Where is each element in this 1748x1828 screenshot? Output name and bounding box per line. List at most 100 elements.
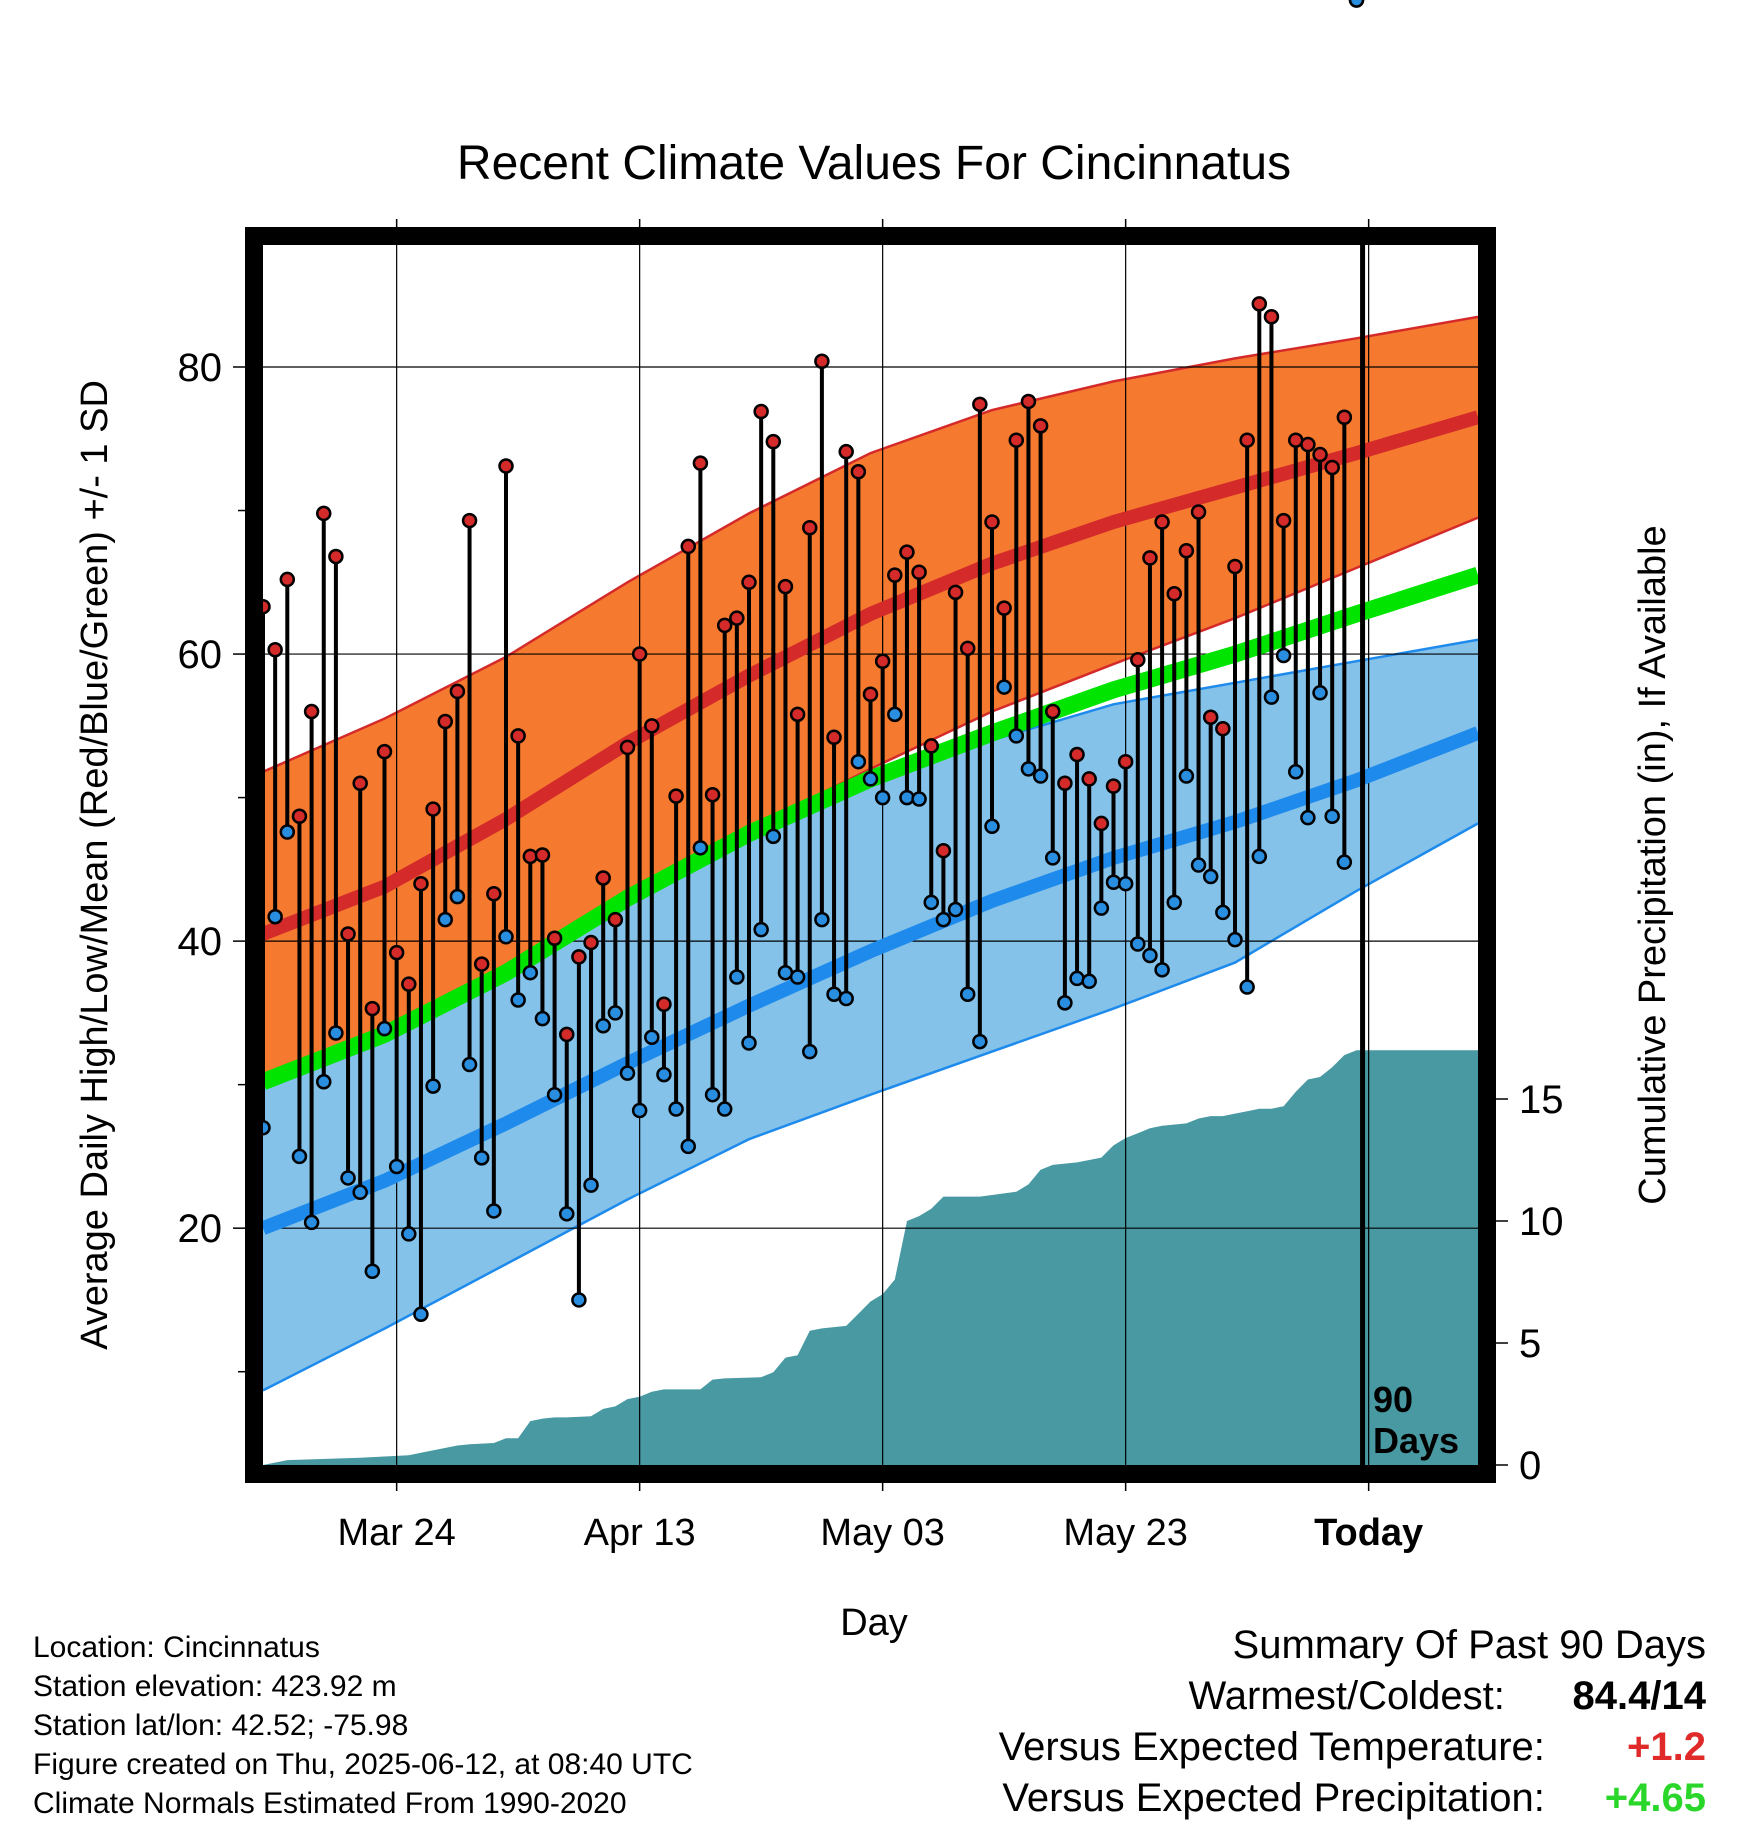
daily-low-point bbox=[729, 969, 745, 985]
daily-high-point bbox=[1045, 703, 1061, 720]
daily-low-point bbox=[1300, 809, 1316, 826]
x-tick-label: Apr 13 bbox=[584, 1512, 696, 1554]
temp-label: Versus Expected Temperature: bbox=[998, 1725, 1545, 1769]
daily-high-point bbox=[1312, 446, 1328, 463]
normal-low-line bbox=[263, 726, 1478, 1235]
daily-high-point bbox=[631, 646, 648, 662]
daily-low-point bbox=[437, 911, 453, 928]
daily-low-point bbox=[1081, 973, 1097, 990]
daily-low-point bbox=[510, 992, 526, 1008]
daily-high-point bbox=[1190, 504, 1207, 520]
station-info: Location: Cincinnatus Station elevation:… bbox=[33, 1628, 693, 1823]
daily-low-point bbox=[911, 791, 927, 807]
daily-high-point bbox=[303, 703, 320, 720]
figure-created: Figure created on Thu, 2025-06-12, at 08… bbox=[33, 1748, 693, 1781]
daily-low-point bbox=[425, 1078, 441, 1094]
daily-low-point bbox=[595, 1018, 611, 1034]
daily-high-point bbox=[328, 548, 344, 565]
daily-high-point bbox=[1142, 550, 1158, 566]
daily-low-point bbox=[1130, 936, 1146, 952]
x-tick-label: Today bbox=[1314, 1512, 1423, 1554]
daily-high-point bbox=[1202, 709, 1219, 725]
daily-low-point bbox=[1227, 931, 1243, 948]
daily-low-point bbox=[1093, 900, 1110, 916]
temp-row: Versus Expected Temperature: +1.2 bbox=[999, 1722, 1706, 1773]
daily-low-point bbox=[303, 1214, 320, 1231]
daily-high-point bbox=[729, 610, 745, 626]
daily-high-point bbox=[1166, 586, 1182, 602]
daily-high-point bbox=[1227, 558, 1243, 575]
daily-high-point bbox=[1324, 459, 1340, 476]
daily-low-point bbox=[765, 828, 782, 845]
daily-high-point bbox=[1057, 775, 1073, 791]
daily-high-point bbox=[534, 847, 551, 863]
daily-low-point bbox=[1166, 894, 1182, 911]
y2-tick-label: 10 bbox=[1519, 1200, 1564, 1244]
daily-high-point bbox=[461, 512, 478, 529]
daily-high-point bbox=[644, 718, 660, 734]
daily-low-point bbox=[1336, 854, 1353, 870]
y-tick-label: 80 bbox=[178, 346, 223, 390]
daily-low-point bbox=[413, 1306, 429, 1323]
daily-high-point bbox=[267, 642, 283, 658]
summary-panel: Summary Of Past 90 Days Warmest/Coldest:… bbox=[999, 1620, 1706, 1824]
daily-low-point bbox=[959, 986, 976, 1002]
station-location: Location: Cincinnatus bbox=[33, 1631, 320, 1664]
daily-low-point bbox=[631, 1102, 648, 1119]
daily-low-point bbox=[1057, 995, 1073, 1011]
daily-low-point bbox=[316, 1074, 332, 1090]
daily-high-point bbox=[777, 578, 794, 595]
daily-low-point bbox=[1032, 768, 1049, 784]
daily-high-point bbox=[1032, 418, 1049, 434]
x-tick-label: May 23 bbox=[1063, 1512, 1188, 1554]
daily-high-point bbox=[1215, 720, 1231, 737]
daily-high-point bbox=[972, 396, 988, 413]
daily-low-point bbox=[328, 1025, 344, 1041]
daily-low-point bbox=[802, 1043, 818, 1060]
daily-low-point bbox=[984, 818, 1000, 835]
daily-low-point bbox=[486, 1203, 502, 1219]
daily-low-point bbox=[814, 911, 830, 928]
daily-high-point bbox=[279, 571, 296, 588]
daily-low-point bbox=[559, 1206, 575, 1222]
daily-low-point bbox=[401, 1226, 417, 1242]
daily-high-point bbox=[413, 875, 429, 892]
daily-high-point bbox=[680, 538, 696, 555]
daily-low-point bbox=[753, 921, 769, 938]
daily-low-point bbox=[546, 1086, 563, 1103]
daily-low-point bbox=[498, 929, 514, 945]
daily-low-point bbox=[1069, 970, 1085, 987]
daily-high-point bbox=[1336, 409, 1353, 425]
daily-high-point bbox=[1154, 514, 1170, 530]
daily-low-point bbox=[473, 1150, 490, 1166]
daily-high-point bbox=[498, 458, 514, 474]
daily-low-point bbox=[947, 901, 964, 918]
plot-area: 20 40 60 80 0 5 10 15 Mar 24 Apr 13 May 03 May 23 To… bbox=[178, 0, 1564, 1554]
daily-low-point bbox=[1178, 768, 1195, 784]
y2-tick-label: 0 bbox=[1519, 1444, 1541, 1488]
daily-low-point bbox=[1020, 761, 1037, 777]
daily-low-point bbox=[972, 1033, 988, 1050]
daily-high-point bbox=[1105, 778, 1122, 794]
daily-high-point bbox=[911, 564, 927, 580]
daily-high-point bbox=[340, 926, 356, 942]
daily-low-point bbox=[279, 824, 296, 840]
daily-high-point bbox=[388, 944, 405, 961]
daily-low-point bbox=[1154, 962, 1170, 978]
daily-high-point bbox=[704, 786, 721, 803]
daily-high-point bbox=[1239, 432, 1255, 448]
daily-low-point bbox=[449, 888, 466, 905]
daily-low-point bbox=[1117, 875, 1134, 892]
daily-high-point bbox=[571, 949, 587, 965]
plot-frame bbox=[245, 227, 1496, 1483]
daily-high-point bbox=[802, 520, 818, 536]
daily-high-point bbox=[376, 743, 393, 760]
daily-low-point bbox=[340, 1170, 356, 1186]
daily-low-point bbox=[741, 1035, 757, 1051]
daily-low-point bbox=[680, 1138, 696, 1155]
daily-low-point bbox=[668, 1101, 684, 1117]
daily-low-point bbox=[1008, 728, 1025, 744]
daily-high-point bbox=[959, 640, 976, 657]
daily-high-point bbox=[1069, 746, 1085, 763]
daily-low-point bbox=[607, 1005, 624, 1021]
